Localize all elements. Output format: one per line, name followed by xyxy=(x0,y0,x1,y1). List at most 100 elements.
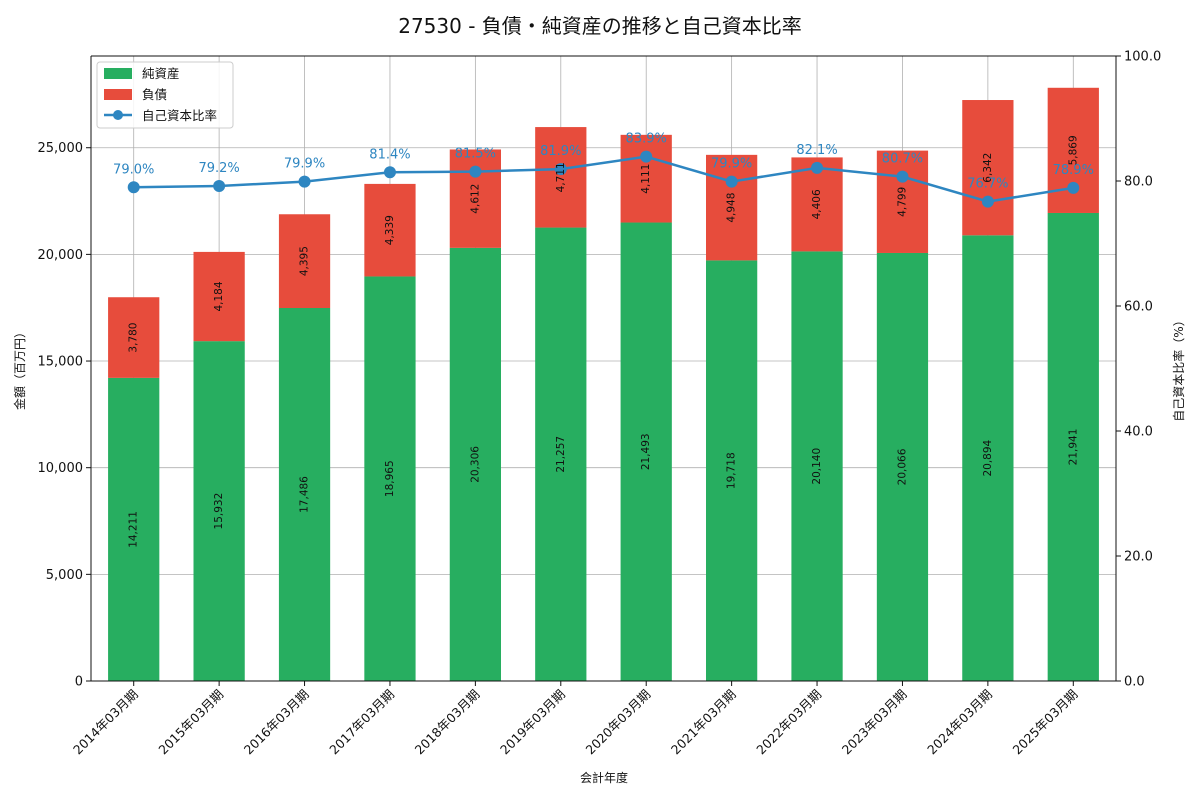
liabilities-value-label: 4,711 xyxy=(555,162,567,192)
bar-liabilities xyxy=(876,150,929,253)
y-tick-label: 25,000 xyxy=(38,141,84,156)
x-tick-label: 2017年03月期 xyxy=(326,687,397,758)
net-assets-value-label: 21,493 xyxy=(640,433,652,470)
liabilities-value-label: 5,869 xyxy=(1067,135,1079,165)
liabilities-value-label: 6,342 xyxy=(982,153,994,183)
net-assets-value-label: 19,718 xyxy=(726,452,738,489)
bar-net-assets xyxy=(706,260,758,681)
x-tick-label: 2016年03月期 xyxy=(241,687,312,758)
equity-ratio-point xyxy=(981,195,994,208)
equity-ratio-point xyxy=(554,163,567,176)
y-axis-label: 金額（百万円） xyxy=(12,326,27,410)
bar-net-assets xyxy=(876,252,929,681)
legend-label-liabilities: 負債 xyxy=(142,87,167,102)
equity-ratio-point xyxy=(725,175,738,188)
x-tick-label: 2023年03月期 xyxy=(839,687,910,758)
equity-ratio-point xyxy=(640,150,653,163)
y2-tick-label: 0.0 xyxy=(1124,675,1145,690)
equity-ratio-label: 76.7% xyxy=(967,177,1008,192)
bar-liabilities xyxy=(108,297,160,378)
bar-net-assets xyxy=(108,377,160,681)
bar-net-assets xyxy=(278,308,331,681)
bar-liabilities xyxy=(706,154,758,261)
bar-net-assets xyxy=(364,276,416,681)
equity-ratio-point xyxy=(213,180,226,192)
legend-swatch-liabilities xyxy=(104,89,132,100)
bar-liabilities xyxy=(278,214,331,309)
bar-net-assets xyxy=(1047,212,1099,681)
y-tick-label: 10,000 xyxy=(38,461,84,476)
equity-ratio-label: 80.7% xyxy=(882,152,923,167)
x-tick-label: 2021年03月期 xyxy=(668,687,739,758)
bar-net-assets xyxy=(535,227,587,681)
x-tick-label: 2022年03月期 xyxy=(753,687,824,758)
legend-swatch-net-assets xyxy=(104,68,132,79)
x-tick-label: 2019年03月期 xyxy=(497,687,568,758)
bar-liabilities xyxy=(620,134,672,223)
net-assets-value-label: 17,486 xyxy=(299,476,311,513)
y2-tick-label: 80.0 xyxy=(1124,175,1153,190)
y-tick-label: 0 xyxy=(75,675,83,690)
liabilities-value-label: 4,395 xyxy=(299,246,311,276)
liabilities-value-label: 4,339 xyxy=(384,215,396,245)
equity-ratio-label: 78.9% xyxy=(1053,163,1094,178)
equity-ratio-label: 79.9% xyxy=(284,157,325,172)
net-assets-value-label: 20,066 xyxy=(896,448,908,485)
legend-label-equity-ratio: 自己資本比率 xyxy=(142,108,217,123)
equity-ratio-point xyxy=(127,181,140,194)
bar-net-assets xyxy=(620,222,672,682)
equity-ratio-label: 79.0% xyxy=(113,162,154,177)
liabilities-value-label: 4,612 xyxy=(469,184,481,214)
x-tick-label: 2020年03月期 xyxy=(582,687,653,758)
equity-ratio-label: 82.1% xyxy=(796,143,837,158)
equity-ratio-point xyxy=(1067,181,1080,194)
equity-ratio-label: 81.5% xyxy=(455,147,496,162)
net-assets-value-label: 21,941 xyxy=(1067,429,1079,466)
y2-axis-label: 自己資本比率（%） xyxy=(1171,314,1186,421)
net-assets-value-label: 18,965 xyxy=(384,460,396,497)
bar-liabilities xyxy=(962,100,1014,236)
y2-tick-label: 20.0 xyxy=(1124,550,1153,565)
bar-liabilities xyxy=(364,183,416,277)
net-assets-value-label: 20,894 xyxy=(982,439,994,476)
liabilities-value-label: 3,780 xyxy=(128,323,140,353)
equity-ratio-point xyxy=(298,175,311,188)
liabilities-value-label: 4,799 xyxy=(896,187,908,217)
net-assets-value-label: 14,211 xyxy=(128,511,140,548)
equity-ratio-line xyxy=(133,155,1074,203)
legend-label-net-assets: 純資産 xyxy=(142,66,180,81)
y2-tick-label: 60.0 xyxy=(1124,300,1153,315)
y2-tick-label: 100.0 xyxy=(1124,50,1161,65)
y-tick-label: 20,000 xyxy=(38,248,84,263)
x-tick-label: 2025年03月期 xyxy=(1010,687,1081,758)
bar-net-assets xyxy=(449,247,501,681)
bar-liabilities xyxy=(193,251,245,342)
x-tick-label: 2018年03月期 xyxy=(412,687,483,758)
equity-ratio-point xyxy=(811,161,824,174)
y2-tick-label: 40.0 xyxy=(1124,425,1153,440)
liabilities-value-label: 4,948 xyxy=(726,193,738,223)
equity-ratio-point xyxy=(896,170,909,183)
y-tick-label: 5,000 xyxy=(46,568,83,583)
liabilities-value-label: 4,184 xyxy=(213,281,225,311)
bar-net-assets xyxy=(791,251,843,681)
equity-ratio-label: 79.9% xyxy=(711,157,752,172)
bar-net-assets xyxy=(962,235,1014,681)
x-tick-label: 2015年03月期 xyxy=(155,687,226,758)
y-tick-label: 15,000 xyxy=(38,355,84,370)
bar-net-assets xyxy=(193,341,245,681)
net-assets-value-label: 20,140 xyxy=(811,448,823,485)
labels-layer: 14,211 3,780 15,932 4,184 17,486 4,395 18,965 4… xyxy=(113,132,1094,548)
liabilities-value-label: 4,406 xyxy=(811,189,823,219)
net-assets-value-label: 15,932 xyxy=(213,493,225,530)
legend-marker-equity-ratio xyxy=(113,110,123,120)
x-tick-label: 2014年03月期 xyxy=(70,687,141,758)
liabilities-value-label: 4,111 xyxy=(640,164,652,194)
equity-ratio-label: 83.9% xyxy=(626,132,667,147)
bar-liabilities xyxy=(535,127,587,228)
equity-ratio-label: 79.2% xyxy=(198,161,239,176)
equity-ratio-point xyxy=(469,165,482,178)
